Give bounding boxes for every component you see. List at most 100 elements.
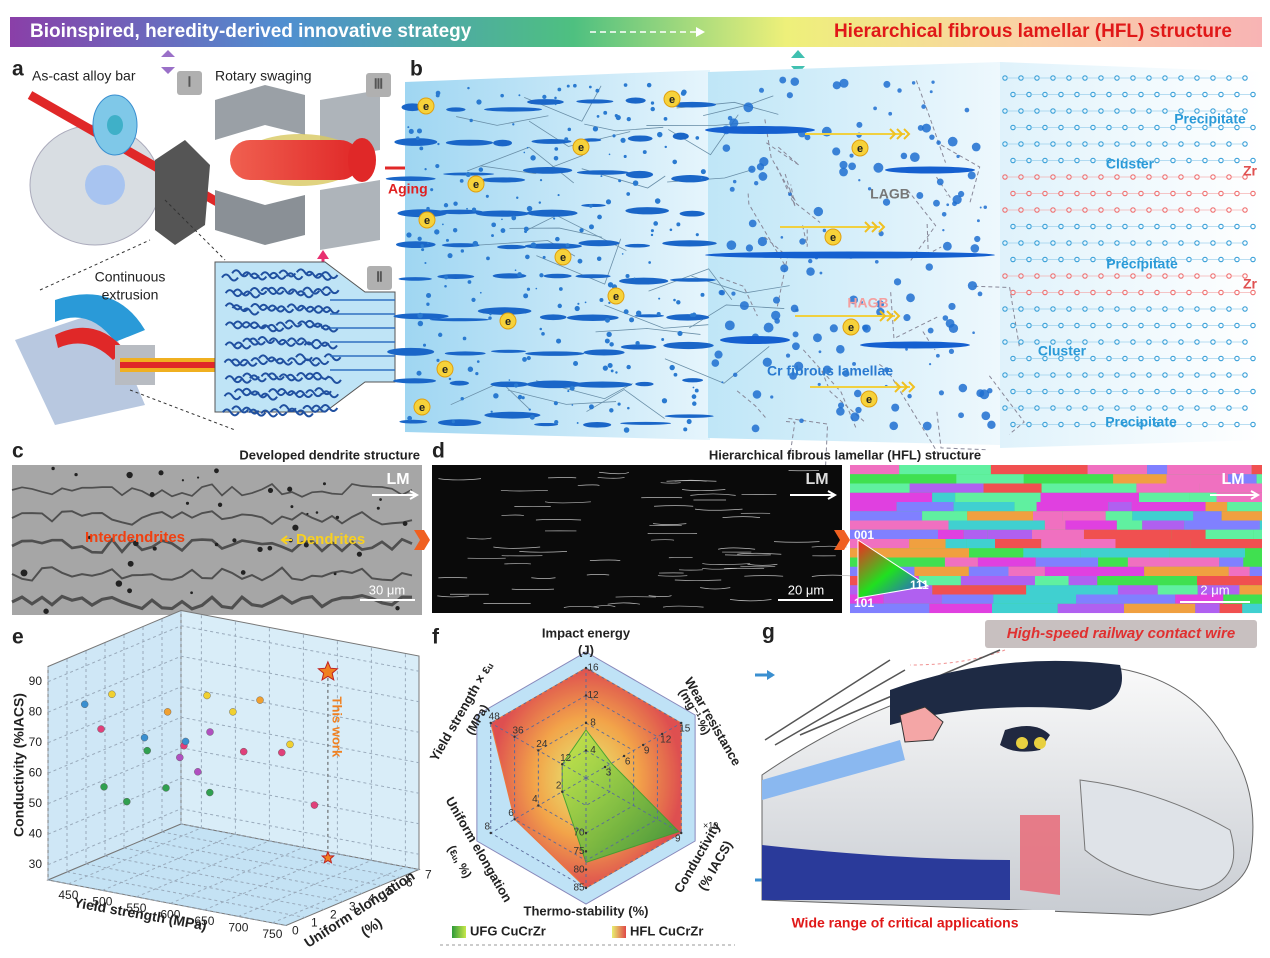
precipitate-dot bbox=[554, 96, 557, 100]
grain-boundary bbox=[688, 304, 785, 329]
electron-label: e bbox=[505, 316, 511, 328]
precipitate-dot bbox=[889, 421, 899, 431]
precipitate-dot bbox=[430, 188, 434, 192]
lamella bbox=[624, 243, 651, 248]
precipitate-dot bbox=[553, 401, 558, 406]
pore bbox=[292, 524, 299, 531]
illustration-shape bbox=[317, 250, 329, 259]
precipitate-dot bbox=[650, 106, 655, 112]
lamella bbox=[526, 380, 583, 389]
lamella bbox=[576, 99, 614, 104]
label: 111 bbox=[910, 578, 929, 592]
grid-line bbox=[47, 879, 287, 926]
grain bbox=[1041, 539, 1116, 549]
precipitate-dot bbox=[945, 318, 955, 328]
step-badge bbox=[177, 71, 202, 95]
grain bbox=[966, 539, 996, 549]
precipitate-dot bbox=[523, 293, 529, 299]
lamella bbox=[398, 277, 432, 281]
grain bbox=[953, 502, 1015, 512]
fiber bbox=[700, 587, 731, 590]
electron-label: e bbox=[423, 101, 429, 113]
z-axis-title: (%) bbox=[358, 914, 385, 939]
lamella bbox=[490, 349, 527, 353]
chevron bbox=[889, 128, 897, 140]
precipitate-dot bbox=[633, 277, 636, 280]
lamella bbox=[666, 314, 710, 321]
grain bbox=[1131, 502, 1206, 512]
precipitate-dot bbox=[981, 411, 991, 421]
precipitate-dot bbox=[925, 263, 933, 271]
precipitate-dot bbox=[786, 92, 793, 99]
pore bbox=[20, 569, 28, 577]
dendrite bbox=[296, 290, 314, 299]
grain-boundary bbox=[766, 142, 800, 166]
precipitate-dot bbox=[691, 312, 697, 318]
fiber bbox=[597, 477, 625, 479]
dendrite bbox=[231, 304, 250, 313]
dendrite bbox=[321, 390, 340, 399]
precipitate-dot bbox=[906, 293, 915, 303]
grain bbox=[1205, 502, 1228, 512]
precipitate-dot bbox=[566, 84, 570, 88]
precipitate-dot bbox=[607, 362, 613, 369]
precipitate-dot bbox=[467, 86, 470, 90]
precipitate-dot bbox=[606, 331, 612, 338]
precipitate-dot bbox=[648, 261, 651, 264]
grain bbox=[968, 566, 1009, 577]
grain bbox=[1243, 557, 1262, 567]
fiber bbox=[599, 471, 630, 475]
precipitate-dot bbox=[822, 365, 832, 374]
grain-boundary bbox=[747, 193, 787, 268]
grain bbox=[850, 603, 930, 614]
dendrite bbox=[303, 341, 322, 350]
lattice-atom bbox=[1242, 339, 1248, 345]
radar-tick-label: 85 bbox=[573, 883, 585, 894]
fiber bbox=[531, 577, 556, 579]
chevron bbox=[903, 128, 911, 140]
precipitate-dot bbox=[673, 372, 678, 377]
panel-letter: a bbox=[12, 58, 24, 81]
dendrite bbox=[269, 408, 288, 417]
y-tick-label: 30 bbox=[29, 857, 43, 871]
lamella bbox=[526, 209, 578, 217]
lamella bbox=[566, 314, 619, 321]
precipitate-dot bbox=[599, 298, 604, 302]
label: As-cast alloy bar bbox=[32, 68, 136, 84]
pore bbox=[240, 570, 246, 575]
grid-line bbox=[170, 633, 304, 904]
direction-arrow bbox=[790, 490, 838, 500]
precipitate-dot bbox=[873, 106, 877, 111]
pore bbox=[127, 588, 133, 594]
lamella bbox=[441, 243, 480, 248]
fiber bbox=[694, 508, 743, 511]
dendrite bbox=[248, 408, 267, 417]
precipitate-dot bbox=[626, 117, 631, 122]
precipitate-dot bbox=[513, 383, 519, 388]
precipitate-dot bbox=[661, 398, 668, 404]
precipitate-label: Precipitate bbox=[1174, 111, 1246, 127]
precipitate-dot bbox=[576, 422, 579, 424]
dendrite bbox=[221, 273, 239, 282]
precipitate-dot bbox=[488, 316, 492, 320]
precipitate-dot bbox=[569, 385, 575, 391]
cluster-label: Cluster bbox=[1106, 156, 1155, 172]
electron-label: e bbox=[669, 94, 675, 106]
precipitate-dot bbox=[958, 383, 968, 393]
dendrite bbox=[311, 357, 330, 366]
lamella bbox=[449, 380, 469, 386]
precipitate-dot bbox=[516, 196, 519, 199]
pore bbox=[267, 487, 274, 493]
grain-boundary bbox=[776, 166, 821, 223]
precipitate-dot bbox=[942, 241, 952, 251]
precipitate-dot bbox=[620, 137, 626, 143]
grain-boundary bbox=[907, 189, 937, 261]
lamella bbox=[395, 241, 436, 248]
pore bbox=[190, 591, 193, 595]
grain bbox=[1132, 511, 1194, 521]
radar-tick-label: 12 bbox=[587, 690, 599, 701]
illustration-shape bbox=[230, 140, 360, 180]
dendrite bbox=[304, 270, 323, 279]
illustration-shape bbox=[762, 845, 1010, 900]
precipitate-dot bbox=[839, 78, 849, 88]
